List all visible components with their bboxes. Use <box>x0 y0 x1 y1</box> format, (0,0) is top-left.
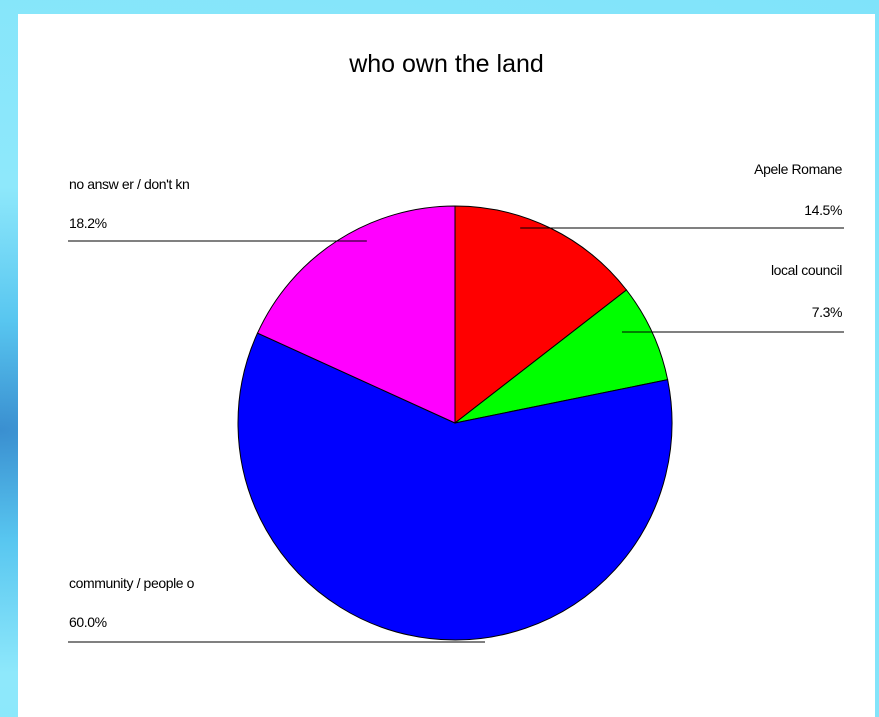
slice-label-local-council: local council <box>770 262 842 278</box>
slice-value-no-answer: 18.2% <box>69 215 107 231</box>
chart-panel: who own the land Apele Romane 14.5% loca… <box>18 14 875 717</box>
slice-label-apele-romane: Apele Romane <box>754 161 842 177</box>
slice-value-apele-romane: 14.5% <box>804 202 842 218</box>
slice-value-community: 60.0% <box>69 614 107 630</box>
slice-value-local-council: 7.3% <box>811 304 843 320</box>
chart-title: who own the land <box>349 50 544 78</box>
slice-label-community: community / people o <box>69 575 195 591</box>
pie-chart <box>68 205 844 643</box>
pie-slice-community <box>237 332 673 641</box>
slice-label-no-answer: no answ er / don't kn <box>69 176 190 192</box>
